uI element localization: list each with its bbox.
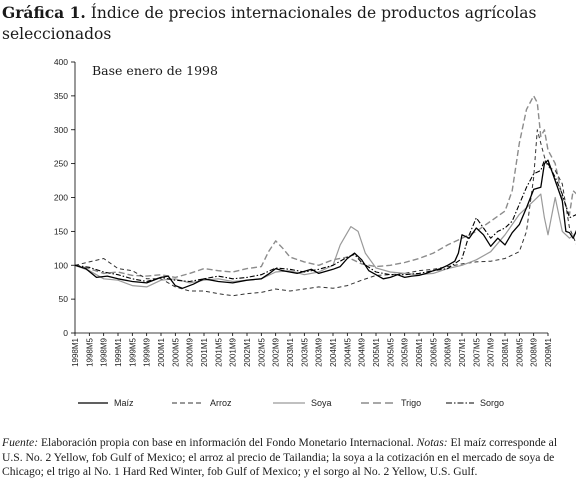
legend-swatch-maiz bbox=[78, 402, 108, 404]
legend-label-soya: Soya bbox=[311, 398, 332, 408]
legend-swatch-trigo bbox=[361, 402, 395, 404]
x-tick-label: 2006M1 bbox=[415, 337, 424, 366]
x-tick-label: 2002M5 bbox=[257, 337, 266, 366]
series-line-sorgo bbox=[74, 159, 576, 283]
x-tick-label: 2006M9 bbox=[444, 337, 453, 366]
legend-swatch-soya bbox=[273, 402, 305, 404]
x-tick-label: 2004M5 bbox=[343, 337, 352, 366]
x-tick-label: 1999M1 bbox=[114, 337, 123, 366]
legend-label-trigo: Trigo bbox=[401, 398, 422, 408]
legend-item-trigo: Trigo bbox=[361, 398, 421, 408]
y-tick-label: 150 bbox=[54, 226, 68, 236]
legend-label-maiz: Maíz bbox=[114, 398, 134, 408]
x-tick-label: 2008M5 bbox=[515, 337, 524, 366]
chart-annotation: Base enero de 1998 bbox=[92, 63, 218, 78]
notes-text: El maíz corresponde al U.S. No. 2 Yellow… bbox=[2, 436, 558, 479]
legend-swatch-sorgo bbox=[446, 402, 474, 404]
legend-label-arroz: Arroz bbox=[210, 398, 232, 408]
x-tick-label: 2009M1 bbox=[544, 337, 553, 366]
y-tick-label: 350 bbox=[54, 91, 68, 101]
notes-label: Notas: bbox=[416, 436, 448, 449]
x-tick-label: 2008M1 bbox=[501, 337, 510, 366]
x-tick-label: 2003M5 bbox=[300, 337, 309, 366]
source-text: Elaboración propia con base en informaci… bbox=[38, 436, 417, 449]
y-tick-label: 300 bbox=[54, 125, 68, 135]
legend-item-sorgo: Sorgo bbox=[446, 398, 504, 408]
x-tick-label: 2005M5 bbox=[386, 337, 395, 366]
source-label: Fuente: bbox=[2, 436, 39, 449]
figure-note: Fuente: Elaboración propia con base en i… bbox=[2, 436, 574, 480]
y-tick-label: 200 bbox=[54, 193, 68, 203]
legend-item-soya: Soya bbox=[273, 398, 332, 408]
x-tick-label: 2002M9 bbox=[272, 337, 281, 366]
x-tick-label: 2005M9 bbox=[401, 337, 410, 366]
y-tick-label: 50 bbox=[59, 294, 69, 304]
x-tick-label: 2005M1 bbox=[372, 337, 381, 366]
x-tick-label: 2001M5 bbox=[214, 337, 223, 366]
series-line-trigo bbox=[74, 95, 576, 279]
legend-item-maiz: Maíz bbox=[78, 398, 134, 408]
x-tick-label: 2007M1 bbox=[458, 337, 467, 366]
legend-item-arroz: Arroz bbox=[172, 398, 232, 408]
legend-swatch-arroz bbox=[172, 402, 204, 404]
x-tick-label: 2001M9 bbox=[229, 337, 238, 366]
x-tick-label: 2000M9 bbox=[186, 337, 195, 366]
x-tick-label: 2003M9 bbox=[315, 337, 324, 366]
x-tick-label: 2000M1 bbox=[157, 337, 166, 366]
x-tick-label: 2003M1 bbox=[286, 337, 295, 366]
figure-title-text: Índice de precios internacionales de pro… bbox=[2, 4, 537, 43]
x-tick-label: 2000M5 bbox=[171, 337, 180, 366]
series-line-maiz bbox=[74, 159, 576, 289]
figure-label: Gráfica 1. bbox=[2, 3, 86, 22]
x-tick-label: 1998M5 bbox=[85, 337, 94, 366]
x-tick-label: 1999M9 bbox=[143, 337, 152, 366]
y-tick-label: 100 bbox=[54, 260, 68, 270]
line-chart: 0 50 100 150 200 250 300 350 400 1998M1 1998M5 1998… bbox=[54, 57, 576, 367]
y-tick-label: 0 bbox=[63, 328, 68, 338]
figure-title: Gráfica 1. Índice de precios internacion… bbox=[2, 2, 572, 45]
x-tick-label: 1998M1 bbox=[71, 337, 80, 366]
x-tick-label: 2004M1 bbox=[329, 337, 338, 366]
y-tick-label: 400 bbox=[54, 57, 68, 67]
x-tick-label: 2007M9 bbox=[487, 337, 496, 366]
x-tick-label: 2006M5 bbox=[429, 337, 438, 366]
x-tick-label: 2002M1 bbox=[243, 337, 252, 366]
x-tick-label: 2004M9 bbox=[358, 337, 367, 366]
x-tick-label: 1999M5 bbox=[128, 337, 137, 366]
x-tick-label: 2007M5 bbox=[472, 337, 481, 366]
series-line-arroz bbox=[74, 129, 576, 297]
legend-label-sorgo: Sorgo bbox=[480, 398, 505, 408]
y-tick-label: 250 bbox=[54, 159, 68, 169]
x-tick-label: 2001M1 bbox=[200, 337, 209, 366]
x-tick-label: 1998M9 bbox=[100, 337, 109, 366]
x-tick-label: 2008M9 bbox=[530, 337, 539, 366]
series-line-soya bbox=[74, 193, 576, 288]
